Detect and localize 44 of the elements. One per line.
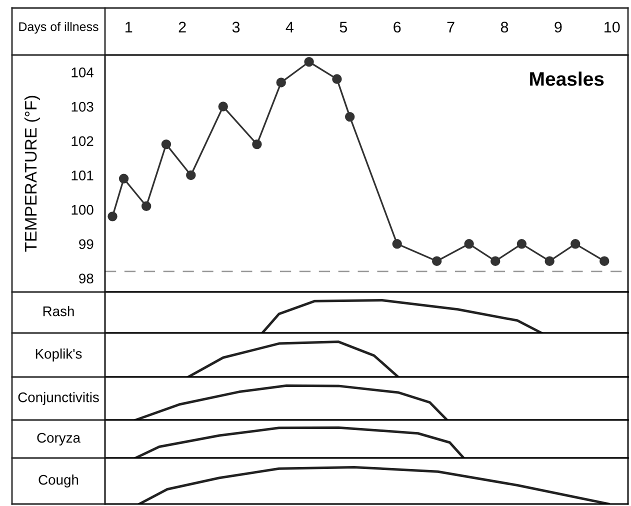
x-tick-label: 4 [286,22,294,32]
y-tick-label: 101 [72,170,94,180]
y-tick-label: 100 [72,204,94,215]
point [432,256,442,266]
point [118,174,129,184]
x-tick-label: 2 [178,22,186,32]
y-tick-label: 104 [72,68,94,78]
point [218,102,228,112]
x-tick-label: 6 [394,22,401,33]
y-tick-label: 98 [79,274,94,284]
point [108,212,118,222]
x-axis-title: Days of illness [19,22,98,34]
point [392,239,402,249]
point [344,112,355,122]
x-tick-label: 3 [232,22,240,33]
x-tick-label: 1 [126,22,132,32]
y-tick-label: 102 [72,136,94,146]
point [464,239,474,249]
point [332,74,342,84]
y-axis-title: Conjunctivitis [18,392,99,405]
y-axis-title: Cough [38,474,78,488]
x-tick-label: 9 [554,22,562,33]
point [141,201,152,211]
x-tick-label: 10 [604,22,620,33]
point [490,256,500,266]
y-tick-label: 99 [79,239,94,250]
point [304,57,314,67]
y-tick-label: 103 [72,102,94,112]
x-tick-label: 7 [447,22,454,32]
point [276,78,286,88]
y-axis-title: TEMPERATURE (°F) [24,96,40,252]
point [570,239,580,249]
x-tick-label: 8 [500,22,508,33]
x-tick-label: 5 [340,22,348,33]
point [186,170,196,180]
point [516,239,527,249]
text: Measles [530,72,604,86]
point [161,139,172,150]
y-axis-title: Coryza [37,432,80,446]
y-axis-title: Koplik's [36,348,82,362]
point [544,256,554,266]
point [252,139,262,150]
y-axis-title: Rash [43,306,74,316]
point [600,256,610,266]
